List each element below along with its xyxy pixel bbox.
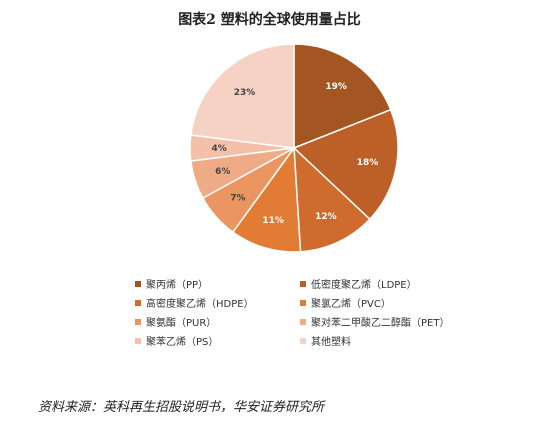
slice-label-2: 12% <box>315 212 337 222</box>
pie-chart: 19% 18% 12% 11% 7% 6% 4% 23% <box>189 43 399 253</box>
legend-label-1: 低密度聚乙烯（LDPE） <box>311 280 417 291</box>
legend-item-0: 聚丙烯（PP） <box>135 276 208 291</box>
legend-item-3: 聚氯乙烯（PVC） <box>300 295 391 310</box>
legend-item-1: 低密度聚乙烯（LDPE） <box>300 276 417 291</box>
pie-slice-2 <box>293 146 371 253</box>
slice-label-5: 6% <box>215 167 230 177</box>
pie-slice-3 <box>231 145 302 253</box>
legend-label-3: 聚氯乙烯（PVC） <box>311 299 391 310</box>
slice-label-1: 18% <box>357 158 379 168</box>
legend-swatch-0 <box>135 280 141 287</box>
pie-slice-1 <box>292 108 399 221</box>
legend-item-6: 聚苯乙烯（PS） <box>135 333 218 348</box>
legend-swatch-1 <box>300 280 306 287</box>
slice-label-3: 11% <box>262 216 284 226</box>
pie-slice-0 <box>293 43 392 150</box>
legend-label-7: 其他塑料 <box>311 337 351 348</box>
legend-item-5: 聚对苯二甲酸乙二醇酯（PET） <box>300 314 449 329</box>
legend-swatch-2 <box>135 299 141 306</box>
legend-swatch-3 <box>300 299 306 306</box>
slice-label-6: 4% <box>211 144 226 154</box>
slice-label-4: 7% <box>230 194 245 204</box>
legend-label-0: 聚丙烯（PP） <box>146 280 209 291</box>
legend-swatch-7 <box>300 337 306 344</box>
chart-title: 图表2 塑料的全球使用量占比 <box>178 12 361 28</box>
legend-label-6: 聚苯乙烯（PS） <box>146 337 219 348</box>
slice-label-0: 19% <box>325 82 347 92</box>
pie-slice-7 <box>189 43 295 149</box>
legend-label-4: 聚氨酯（PUR） <box>146 318 217 329</box>
legend-item-4: 聚氨酯（PUR） <box>135 314 216 329</box>
legend-swatch-4 <box>135 318 141 325</box>
legend-label-2: 高密度聚乙烯（HDPE） <box>146 299 254 310</box>
source-note: 资料来源：英科再生招股说明书，华安证券研究所 <box>38 400 325 415</box>
legend-swatch-6 <box>135 337 141 344</box>
legend-item-7: 其他塑料 <box>300 333 351 348</box>
legend-item-2: 高密度聚乙烯（HDPE） <box>135 295 254 310</box>
legend-label-5: 聚对苯二甲酸乙二醇酯（PET） <box>311 318 450 329</box>
slice-label-7: 23% <box>234 88 256 98</box>
legend-swatch-5 <box>300 318 306 325</box>
